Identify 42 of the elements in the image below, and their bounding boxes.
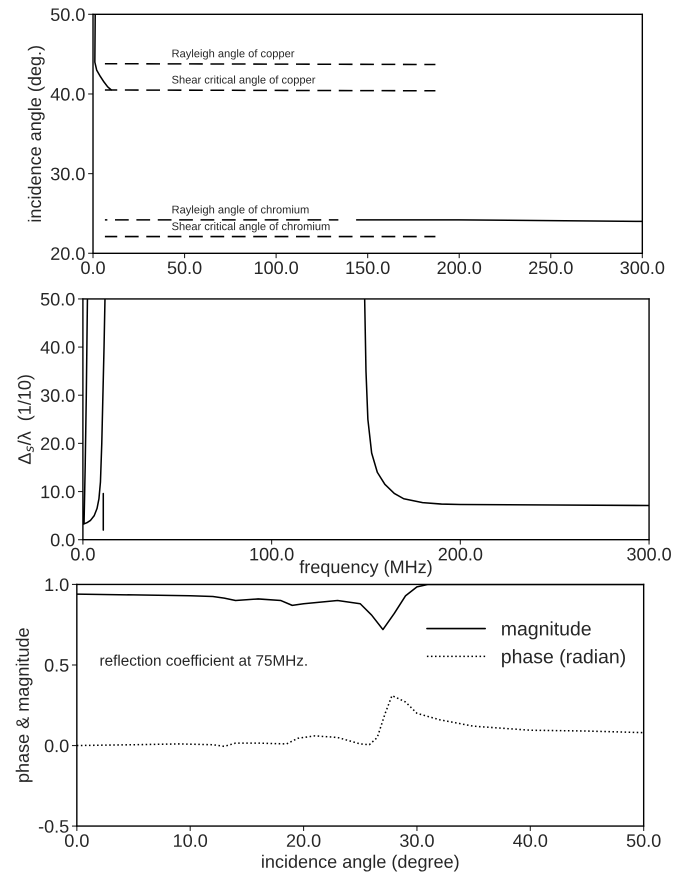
- annotation: Shear critical angle of chromium: [172, 222, 330, 232]
- x-tick-label: 50.0: [626, 834, 661, 847]
- y-tick-label: 30.0: [40, 389, 75, 402]
- y-axis-title: incidence angle (deg.): [28, 46, 45, 222]
- x-tick-label: 300.0: [620, 261, 664, 274]
- annotation: Shear critical angle of copper: [172, 75, 316, 86]
- y-tick-label: 20.0: [51, 247, 85, 260]
- x-tick-label: 20.0: [286, 834, 320, 847]
- x-axis-title: frequency (MHz): [300, 560, 432, 577]
- x-tick-label: 30.0: [400, 834, 434, 847]
- y-tick-label: 20.0: [41, 437, 75, 450]
- legend-label: magnitude: [502, 621, 591, 640]
- y-tick-label: 10.0: [42, 485, 75, 498]
- x-tick-label: 300.0: [627, 548, 671, 561]
- x-tick-label: 200.0: [438, 261, 482, 274]
- annotation: Rayleigh angle of copper: [172, 49, 294, 60]
- x-tick-label: 200.0: [438, 548, 482, 561]
- annotation: reflection coefficient at 75MHz.: [100, 654, 307, 666]
- y-tick-label: 30.0: [50, 168, 85, 180]
- annotation: Rayleigh angle of chromium: [172, 205, 309, 216]
- y-axis-title: phase & magnitude: [16, 628, 33, 782]
- x-tick-label: 0.0: [81, 261, 105, 274]
- x-tick-label: 250.0: [529, 261, 573, 274]
- x-tick-label: 50.0: [168, 261, 202, 274]
- y-tick-label: 50.0: [40, 292, 75, 306]
- x-tick-label: 10.0: [174, 834, 208, 847]
- y-axis-title: Δ$_{s}$/λ (1/10): [18, 375, 34, 464]
- y-tick-label: 40.0: [40, 341, 75, 354]
- x-axis-title: incidence angle (degree): [262, 854, 459, 872]
- y-tick-label: 0.0: [44, 739, 68, 752]
- x-tick-label: 100.0: [254, 261, 298, 274]
- y-tick-label: -0.5: [38, 820, 68, 833]
- y-tick-label: 0.0: [50, 534, 75, 546]
- y-tick-label: 50.0: [50, 8, 85, 22]
- x-tick-label: 40.0: [513, 834, 548, 847]
- x-tick-label: 100.0: [250, 548, 294, 561]
- legend-label: phase (radian): [502, 649, 625, 668]
- x-tick-label: 150.0: [346, 261, 390, 274]
- y-tick-label: 0.5: [44, 658, 68, 672]
- y-tick-label: 40.0: [50, 88, 85, 101]
- x-tick-label: 0.0: [71, 548, 95, 561]
- y-tick-label: 1.0: [45, 578, 68, 592]
